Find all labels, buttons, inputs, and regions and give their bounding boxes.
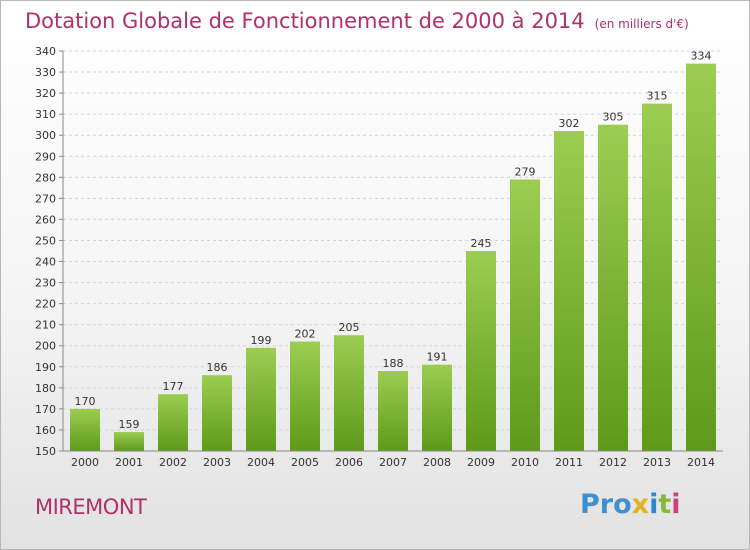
bar: [510, 179, 540, 451]
chart-subtitle: (en milliers d'€): [594, 17, 689, 31]
x-tick-label: 2000: [71, 456, 99, 469]
x-tick-label: 2008: [423, 456, 451, 469]
y-tick-label: 240: [35, 256, 56, 269]
y-tick-label: 190: [35, 361, 56, 374]
bar-value-label: 202: [295, 328, 316, 341]
x-axis: 2000 2001 2002 2003 2004 2005 2006 2007 2008 2009…: [63, 450, 723, 469]
bar: [642, 103, 672, 451]
title-text: Dotation Globale de Fonctionnement de 20…: [25, 9, 585, 33]
bar: [334, 335, 364, 451]
logo-part-4: t: [658, 489, 672, 520]
y-tick-label: 280: [35, 171, 56, 184]
bar-value-label: 334: [691, 50, 712, 63]
x-tick-label: 2013: [643, 456, 671, 469]
bar: [554, 131, 584, 451]
y-tick-label: 230: [35, 277, 56, 290]
x-tick-label: 2002: [159, 456, 187, 469]
x-tick-label: 2005: [291, 456, 319, 469]
logo-part-5: i: [671, 489, 681, 520]
bars: 170 159 177 186 199 202 205 188 191 245 279 302 305 3…: [70, 50, 716, 452]
bar: [378, 371, 408, 451]
bar: [70, 408, 100, 451]
bar: [158, 394, 188, 451]
proxiti-logo: Proxiti: [580, 489, 681, 520]
y-tick-label: 210: [35, 319, 56, 332]
bar-value-label: 186: [207, 361, 228, 374]
bar: [202, 375, 232, 451]
y-tick-label: 250: [35, 234, 56, 247]
y-tick-label: 150: [35, 445, 56, 458]
y-tick-label: 170: [35, 403, 56, 416]
x-tick-label: 2011: [555, 456, 583, 469]
y-tick-label: 260: [35, 213, 56, 226]
bar: [114, 432, 144, 451]
y-tick-label: 200: [35, 340, 56, 353]
y-tick-label: 330: [35, 66, 56, 79]
bar-value-label: 170: [75, 395, 96, 408]
chart-title: Dotation Globale de Fonctionnement de 20…: [25, 9, 689, 33]
bar-value-label: 302: [559, 117, 580, 130]
x-tick-label: 2010: [511, 456, 539, 469]
bar: [466, 251, 496, 451]
city-name: MIREMONT: [35, 495, 147, 519]
x-tick-label: 2003: [203, 456, 231, 469]
bar-value-label: 177: [163, 380, 184, 393]
logo-part-3: i: [649, 489, 659, 520]
x-tick-label: 2001: [115, 456, 143, 469]
y-tick-label: 270: [35, 192, 56, 205]
bar-value-label: 245: [471, 237, 492, 250]
y-tick-label: 160: [35, 424, 56, 437]
bar-value-label: 279: [515, 165, 536, 178]
bar: [290, 341, 320, 451]
bar: [422, 364, 452, 451]
y-axis: 150 160 170 180 190 200 210 220 230 240 250 260 270 2…: [35, 45, 64, 458]
y-tick-label: 290: [35, 150, 56, 163]
bar-value-label: 315: [647, 90, 668, 103]
x-tick-label: 2004: [247, 456, 275, 469]
x-tick-label: 2009: [467, 456, 495, 469]
bar: [246, 347, 276, 451]
x-tick-label: 2007: [379, 456, 407, 469]
y-tick-label: 310: [35, 108, 56, 121]
y-tick-label: 320: [35, 87, 56, 100]
x-tick-label: 2014: [687, 456, 715, 469]
bar-value-label: 191: [427, 351, 448, 364]
bar: [686, 63, 716, 451]
bar-value-label: 205: [339, 321, 360, 334]
x-tick-label: 2006: [335, 456, 363, 469]
y-tick-label: 340: [35, 45, 56, 58]
bar-value-label: 159: [119, 418, 140, 431]
y-tick-label: 180: [35, 382, 56, 395]
y-tick-label: 300: [35, 129, 56, 142]
bar-value-label: 188: [383, 357, 404, 370]
x-tick-label: 2012: [599, 456, 627, 469]
logo-part-2: x: [631, 489, 650, 520]
bar-value-label: 199: [251, 334, 272, 347]
y-tick-label: 220: [35, 298, 56, 311]
bar: [598, 124, 628, 452]
logo-part-1: Pro: [580, 489, 632, 520]
bar-value-label: 305: [603, 111, 624, 124]
